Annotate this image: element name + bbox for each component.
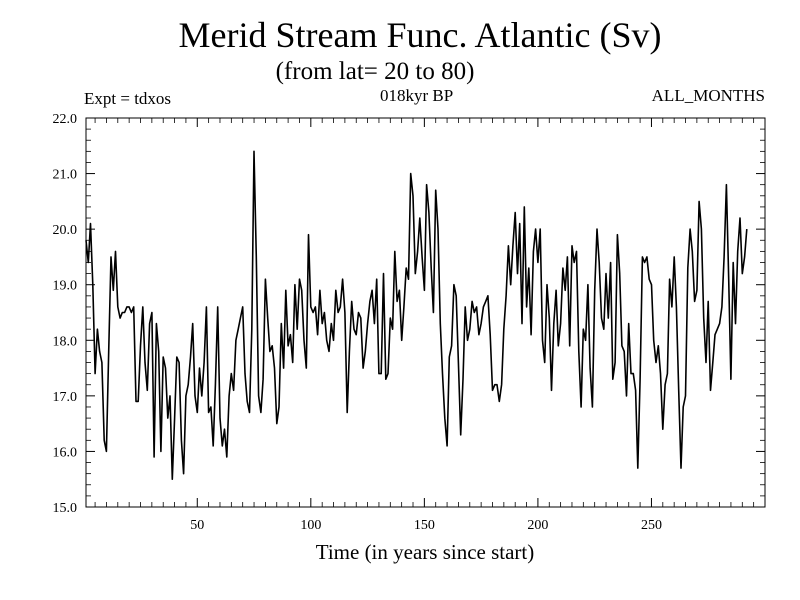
x-tick-label: 100 [300,518,321,533]
x-tick-label: 150 [414,518,435,533]
experiment-label: Expt = tdxos [84,89,172,108]
x-tick-label: 250 [641,518,662,533]
tick-labels-layer: 15.0 16.0 17.0 18.0 19.0 20.0 21.0 22.0 50 100 150… [53,112,662,533]
y-tick-label: 19.0 [53,279,78,294]
y-tick-label: 16.0 [53,445,78,460]
period-label: 018kyr BP [380,86,454,105]
series-line-1 [85,150,748,481]
ticks-layer [86,117,766,508]
series-layer [85,150,748,481]
x-tick-label: 200 [527,518,548,533]
months-label: ALL_MONTHS [651,86,765,105]
y-tick-label: 22.0 [53,112,78,127]
y-tick-label: 20.0 [53,223,78,238]
x-axis-label: Time (in years since start) [315,540,535,564]
chart-title: Merid Stream Func. Atlantic (Sv) [178,15,662,55]
chart-subtitle: (from lat= 20 to 80) [275,58,475,85]
y-tick-label: 18.0 [53,334,78,349]
plot-frame [85,117,766,508]
y-tick-label: 21.0 [53,168,78,183]
y-tick-label: 15.0 [53,501,78,516]
y-tick-label: 17.0 [53,390,78,405]
x-tick-label: 50 [190,518,204,533]
